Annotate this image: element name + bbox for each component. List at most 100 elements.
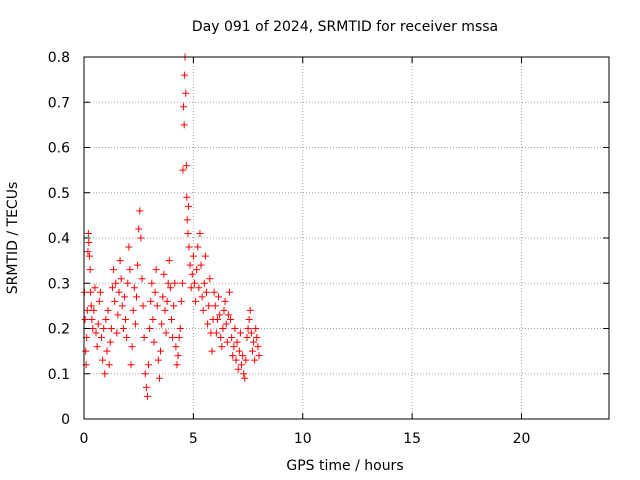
data-point xyxy=(85,239,93,247)
data-point xyxy=(190,279,198,287)
y-tick-label: 0.3 xyxy=(48,276,70,292)
data-point xyxy=(246,306,254,314)
data-point xyxy=(106,338,114,346)
data-point xyxy=(180,103,188,111)
data-point xyxy=(130,284,138,292)
data-point xyxy=(125,243,133,251)
data-point xyxy=(177,297,185,305)
data-point xyxy=(253,334,261,342)
data-point xyxy=(120,293,128,301)
data-point xyxy=(82,347,90,355)
data-point xyxy=(84,229,92,237)
data-point xyxy=(183,216,191,224)
data-point xyxy=(90,306,98,314)
data-point xyxy=(119,325,127,332)
data-point xyxy=(204,320,212,328)
data-point xyxy=(172,343,180,351)
data-point xyxy=(222,320,230,328)
data-point xyxy=(96,288,104,296)
data-point xyxy=(134,261,142,269)
y-tick-label: 0 xyxy=(61,412,70,428)
data-point xyxy=(182,162,190,170)
data-point xyxy=(217,334,225,342)
data-point xyxy=(225,288,233,296)
data-point xyxy=(117,275,125,283)
x-axis-label: GPS time / hours xyxy=(286,458,403,474)
data-point xyxy=(166,284,174,292)
data-point xyxy=(123,334,131,342)
data-point xyxy=(95,297,103,305)
data-point xyxy=(124,279,132,287)
data-point xyxy=(107,325,115,332)
y-tick-label: 0.5 xyxy=(48,186,70,202)
data-point xyxy=(154,356,162,364)
data-point xyxy=(153,302,161,310)
data-point xyxy=(198,293,206,301)
x-tick-label: 5 xyxy=(189,431,198,447)
data-point xyxy=(239,352,247,360)
data-point xyxy=(234,365,242,373)
data-point xyxy=(184,229,192,237)
data-point xyxy=(104,306,112,314)
x-tick-label: 0 xyxy=(80,431,89,447)
data-point xyxy=(186,261,194,269)
data-point xyxy=(169,334,177,342)
y-tick-label: 0.6 xyxy=(48,141,70,157)
x-tick-label: 15 xyxy=(403,431,421,447)
grid-lines xyxy=(84,57,609,419)
data-point xyxy=(188,270,196,278)
data-point xyxy=(171,279,179,287)
data-point xyxy=(108,284,116,292)
data-point xyxy=(148,279,156,287)
data-point xyxy=(185,202,193,210)
data-point xyxy=(180,121,188,129)
data-point xyxy=(128,343,136,351)
data-point xyxy=(88,315,96,323)
data-point xyxy=(152,266,160,274)
data-point xyxy=(187,284,195,292)
data-point xyxy=(173,361,181,369)
data-point xyxy=(196,229,204,237)
data-point xyxy=(212,329,220,337)
data-point xyxy=(129,306,137,314)
data-point xyxy=(136,207,144,215)
data-point xyxy=(227,315,235,323)
y-tick-label: 0.4 xyxy=(48,231,70,247)
data-points xyxy=(80,53,263,400)
data-point xyxy=(86,266,94,274)
data-point xyxy=(165,257,173,265)
data-point xyxy=(91,284,99,292)
data-point xyxy=(229,352,237,360)
data-point xyxy=(235,347,243,355)
data-point xyxy=(210,288,218,296)
data-point xyxy=(176,325,184,332)
data-point xyxy=(137,234,145,242)
data-point xyxy=(255,352,263,360)
data-point xyxy=(178,279,186,287)
data-point xyxy=(224,311,232,319)
data-point xyxy=(103,347,111,355)
data-point xyxy=(242,356,250,364)
data-point xyxy=(238,361,245,369)
data-point xyxy=(179,166,187,174)
y-tick-label: 0.8 xyxy=(48,50,70,66)
chart-title: Day 091 of 2024, SRMTID for receiver mss… xyxy=(192,19,498,35)
data-point xyxy=(118,302,126,310)
data-point xyxy=(197,261,205,269)
data-point xyxy=(218,343,226,351)
data-point xyxy=(219,325,227,332)
data-point xyxy=(162,329,170,337)
data-point xyxy=(170,302,178,310)
data-point xyxy=(140,334,148,342)
data-point xyxy=(244,325,252,332)
data-point xyxy=(113,329,121,337)
data-point xyxy=(254,343,262,351)
data-point xyxy=(232,356,240,364)
data-point xyxy=(233,338,241,346)
data-point xyxy=(248,347,256,355)
data-point xyxy=(175,334,183,342)
data-point xyxy=(100,325,108,332)
data-point xyxy=(81,315,89,323)
data-point xyxy=(116,257,124,265)
data-point xyxy=(194,243,202,251)
